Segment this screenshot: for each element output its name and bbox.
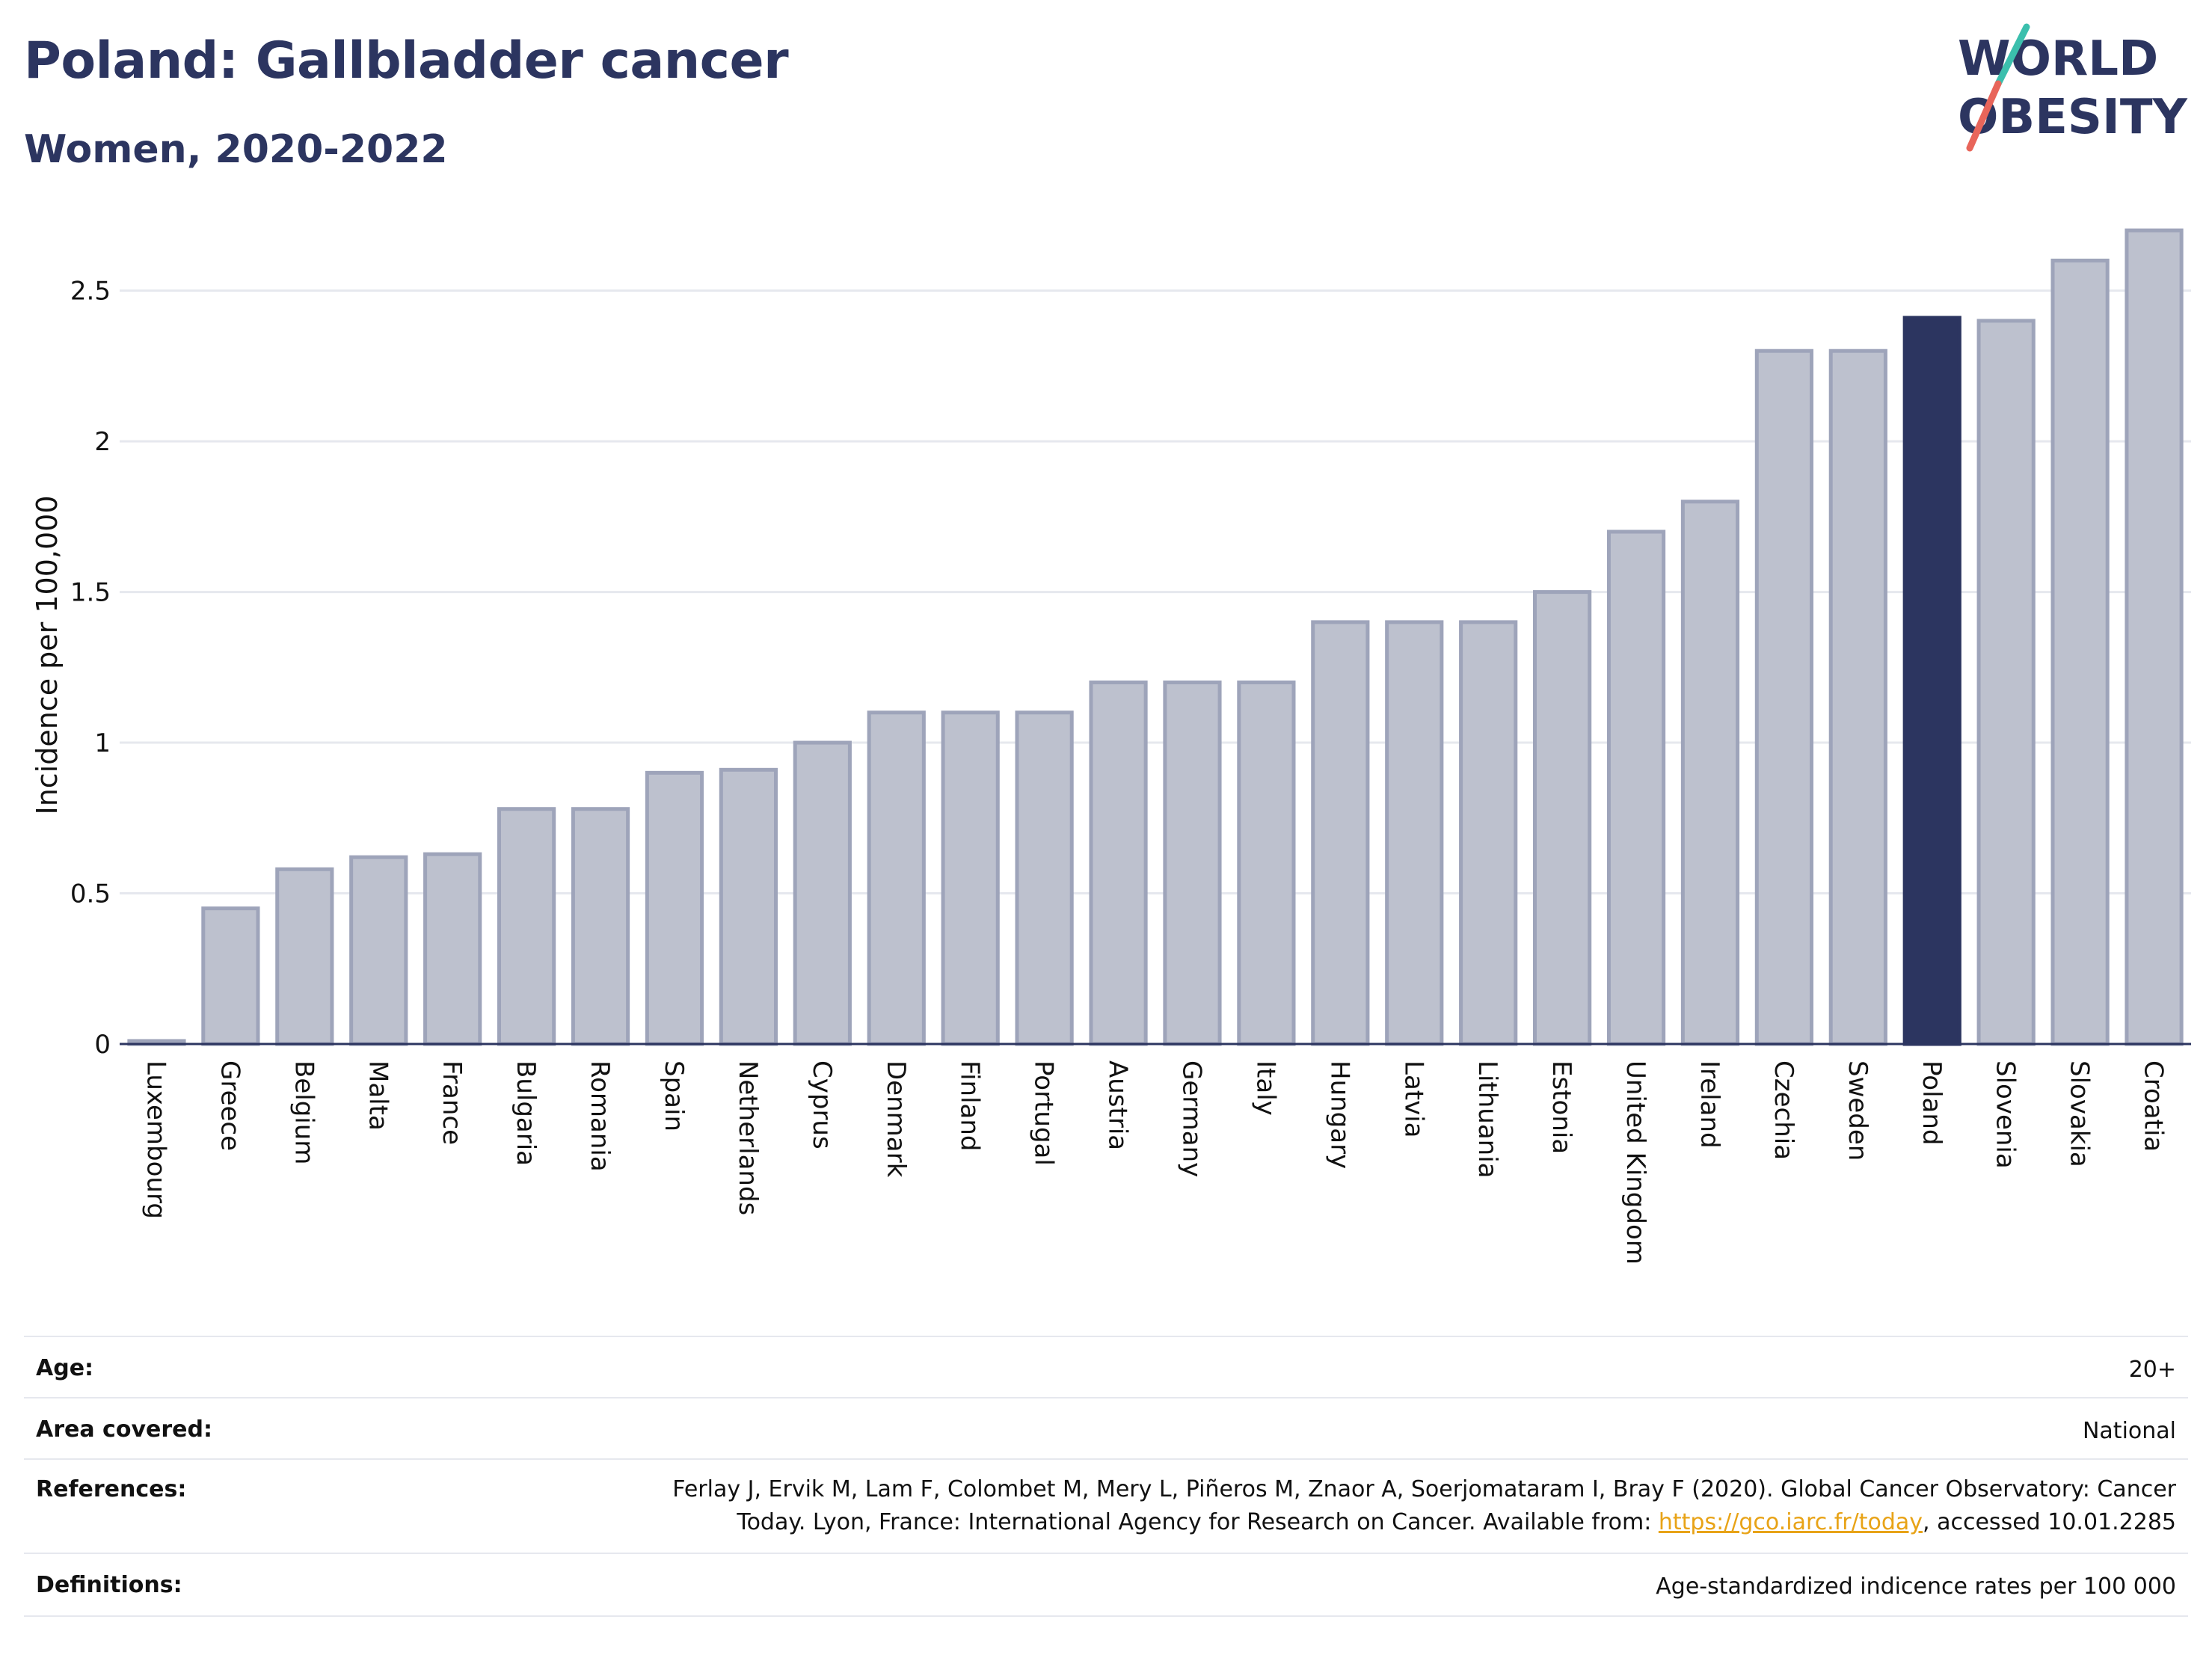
bar-poland	[1902, 316, 1961, 1046]
bar-portugal	[1015, 710, 1074, 1046]
logo-slash-bottom	[1966, 80, 2002, 152]
bar-germany	[1163, 680, 1222, 1046]
bar-hungary	[1311, 620, 1370, 1046]
x-tick-label: United Kingdom	[1620, 1060, 1650, 1265]
x-tick-label: Netherlands	[733, 1060, 763, 1215]
bar-ireland	[1680, 500, 1740, 1046]
x-tick-label: Ireland	[1695, 1060, 1724, 1149]
page-title: Poland: Gallbladder cancer	[24, 31, 789, 90]
bar-sweden	[1828, 348, 1887, 1046]
x-tick-label: Croatia	[2139, 1060, 2169, 1152]
bar-belgium	[275, 867, 334, 1046]
bar-italy	[1237, 680, 1296, 1046]
chart-bars	[127, 228, 2184, 1046]
bar-slovenia	[1976, 319, 2036, 1046]
bar-denmark	[867, 710, 926, 1046]
footer-definitions-value: Age-standardized indicence rates per 100…	[1656, 1573, 2176, 1600]
bar-czechia	[1754, 348, 1813, 1046]
y-axis-label: Incidence per 100,000	[31, 495, 64, 814]
y-tick-label: 0	[94, 1030, 111, 1060]
bar-finland	[941, 710, 1000, 1046]
bar-austria	[1089, 680, 1148, 1046]
bar-greece	[201, 906, 260, 1046]
bar-malta	[349, 855, 408, 1046]
footer-references-line2: Today. Lyon, France: International Agenc…	[381, 1506, 2176, 1539]
y-tick-label: 1	[94, 728, 111, 758]
x-tick-label: Italy	[1250, 1060, 1280, 1116]
bar-croatia	[2125, 228, 2184, 1046]
bar-spain	[645, 770, 704, 1046]
bar-latvia	[1385, 620, 1444, 1046]
footer-row-area: Area covered: National	[24, 1397, 2188, 1460]
bar-france	[423, 852, 482, 1046]
footer-references-value: Ferlay J, Ervik M, Lam F, Colombet M, Me…	[381, 1473, 2176, 1539]
x-tick-label: Lithuania	[1472, 1060, 1502, 1178]
x-tick-label: Bulgaria	[511, 1060, 541, 1166]
bar-united-kingdom	[1606, 529, 1666, 1046]
bar-romania	[571, 807, 630, 1046]
footer-definitions-key: Definitions:	[36, 1572, 182, 1598]
x-axis-category-labels: Luxembourg Greece Belgium Malta France Bulgar…	[141, 1060, 2168, 1265]
x-tick-label: Slovenia	[1991, 1060, 2021, 1169]
footer-references-line2-pre: Today. Lyon, France: International Agenc…	[737, 1509, 1659, 1535]
x-tick-label: Poland	[1917, 1060, 1947, 1146]
x-tick-label: Austria	[1103, 1060, 1133, 1150]
footer-row-age: Age: 20+	[24, 1336, 2188, 1398]
x-tick-label: Greece	[215, 1060, 245, 1151]
reference-link[interactable]: https://gco.iarc.fr/today	[1658, 1509, 1923, 1535]
x-tick-label: Czechia	[1769, 1060, 1798, 1160]
x-tick-label: Slovakia	[2065, 1060, 2095, 1167]
x-tick-label: Portugal	[1029, 1060, 1059, 1166]
x-tick-label: Cyprus	[807, 1060, 837, 1149]
logo-slash-top	[1994, 23, 2030, 87]
bar-estonia	[1533, 590, 1592, 1046]
bar-cyprus	[793, 740, 852, 1046]
footer-references-line1: Ferlay J, Ervik M, Lam F, Colombet M, Me…	[672, 1476, 2176, 1502]
logo-word-obesity: OBESITY	[1958, 90, 2187, 145]
bar-chart: 0 0.5 1 1.5 2 2.5 Luxembourg Greece Belgium Malt…	[31, 228, 2191, 1265]
y-tick-label: 0.5	[70, 879, 111, 909]
world-obesity-logo: WORLD OBESITY	[1958, 23, 2187, 152]
footer-row-references: References: Ferlay J, Ervik M, Lam F, Co…	[24, 1458, 2188, 1554]
footer-area-value: National	[2082, 1418, 2176, 1444]
x-tick-label: Finland	[955, 1060, 985, 1152]
x-tick-label: Germany	[1176, 1060, 1206, 1177]
x-tick-label: Spain	[659, 1060, 689, 1132]
x-tick-label: Latvia	[1398, 1060, 1428, 1138]
x-tick-label: Romania	[585, 1060, 615, 1172]
y-tick-label: 2	[94, 427, 111, 457]
x-tick-label: Estonia	[1546, 1060, 1576, 1154]
y-tick-label: 1.5	[70, 578, 111, 608]
y-axis-ticks: 0 0.5 1 1.5 2 2.5	[70, 277, 111, 1060]
footer-age-key: Age:	[36, 1355, 94, 1381]
y-tick-label: 2.5	[70, 277, 111, 307]
footer-references-line2-post: , accessed 10.01.2285	[1923, 1509, 2176, 1535]
bar-bulgaria	[497, 807, 556, 1046]
x-tick-label: Denmark	[881, 1060, 911, 1178]
logo-word-world: WORLD	[1958, 31, 2158, 87]
x-tick-label: Sweden	[1843, 1060, 1872, 1161]
x-tick-label: France	[437, 1060, 467, 1145]
x-tick-label: Hungary	[1324, 1060, 1354, 1169]
bar-slovakia	[2050, 258, 2110, 1046]
bar-netherlands	[719, 767, 778, 1046]
x-tick-label: Luxembourg	[141, 1060, 170, 1219]
footer-row-definitions: Definitions: Age-standardized indicence …	[24, 1553, 2188, 1617]
footer-area-key: Area covered:	[36, 1416, 212, 1443]
x-tick-label: Belgium	[289, 1060, 319, 1164]
footer-references-key: References:	[36, 1476, 187, 1502]
footer-age-value: 20+	[2128, 1357, 2176, 1383]
x-tick-label: Malta	[363, 1060, 393, 1131]
page-subtitle: Women, 2020-2022	[24, 127, 448, 172]
bar-lithuania	[1459, 620, 1518, 1046]
